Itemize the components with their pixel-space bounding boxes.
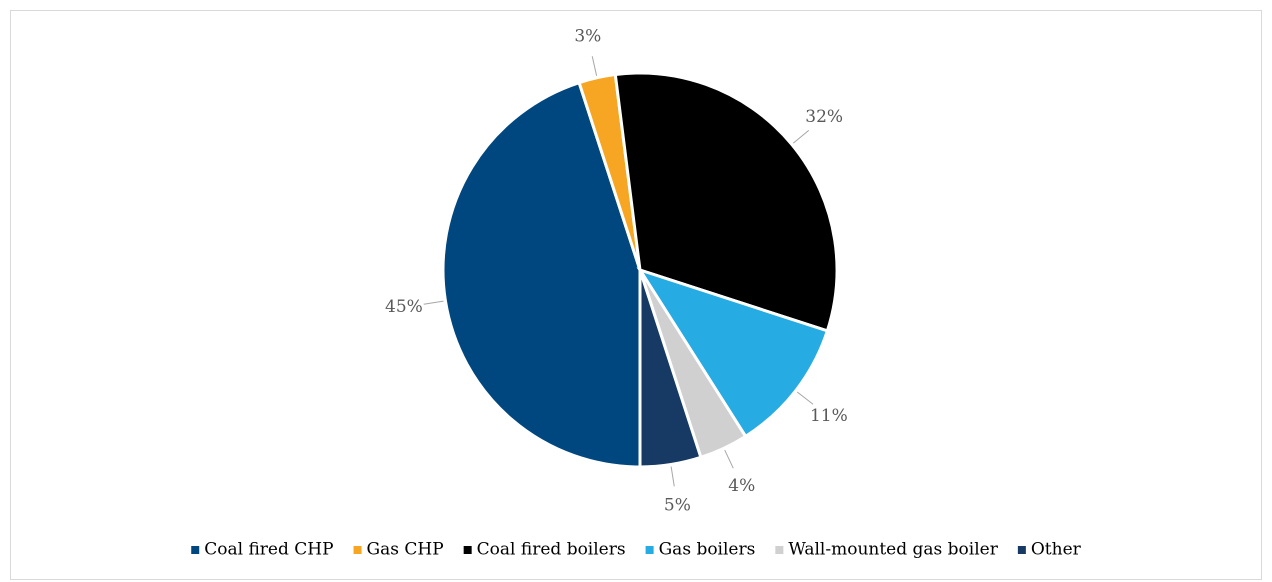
data-label: 4% [728,476,755,496]
legend: Coal fired CHP Gas CHP Coal fired boilers G… [191,540,1082,560]
legend-swatch [775,546,784,554]
legend-label: Other [1031,540,1082,560]
legend-label: Wall-mounted gas boiler [788,540,998,560]
legend-swatch [1017,546,1026,554]
pie-slice [636,267,830,439]
leader-line [423,300,444,305]
leader-line [724,449,734,469]
legend-label: Coal fired boilers [477,540,626,560]
legend-label: Coal fired CHP [204,540,333,560]
data-label: 11% [810,406,848,426]
legend-item: Gas boilers [645,540,756,560]
pie-slice [613,71,839,333]
legend-swatch [645,546,654,554]
legend-label: Gas boilers [659,540,756,560]
legend-item: Wall-mounted gas boiler [775,540,999,560]
data-label: 5% [664,496,691,516]
leader-line [670,466,675,487]
legend-item: Coal fired boilers [463,540,626,560]
pie: 45% 3% 32% 11% 4% 5% [385,26,848,515]
pie-slice [441,80,642,469]
legend-swatch [353,546,362,554]
legend-label: Gas CHP [367,540,444,560]
leader-line [793,130,810,144]
data-label: 32% [805,107,843,127]
leader-line [591,56,598,76]
data-label: 3% [574,26,601,46]
leader-line [796,391,814,405]
legend-item: Other [1017,540,1082,560]
legend-swatch [191,546,200,554]
pie-slice [638,269,703,469]
legend-item: Coal fired CHP [191,540,334,560]
data-label: 45% [385,297,423,317]
legend-swatch [463,546,472,554]
legend-item: Gas CHP [353,540,444,560]
